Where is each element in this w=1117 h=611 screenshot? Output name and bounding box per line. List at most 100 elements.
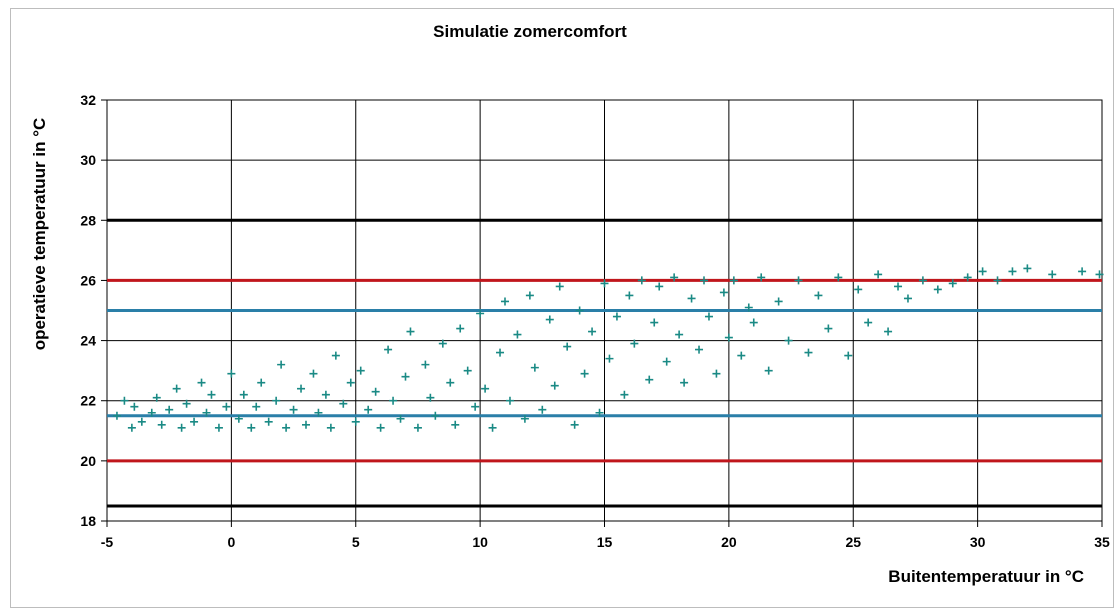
data-point xyxy=(120,396,129,405)
data-point xyxy=(247,423,256,432)
data-point xyxy=(874,270,883,279)
data-point xyxy=(570,420,579,429)
data-point xyxy=(172,384,181,393)
data-point xyxy=(190,417,199,426)
y-axis-ticks: 18 20 22 24 26 28 30 32 xyxy=(80,92,96,529)
y-tick-label: 18 xyxy=(80,513,96,529)
data-point xyxy=(496,348,505,357)
data-point xyxy=(177,423,186,432)
data-point xyxy=(605,354,614,363)
data-point xyxy=(724,333,733,342)
data-point xyxy=(456,324,465,333)
data-point xyxy=(346,378,355,387)
data-point xyxy=(555,282,564,291)
data-point xyxy=(289,405,298,414)
data-point xyxy=(488,423,497,432)
data-point xyxy=(774,297,783,306)
data-point xyxy=(197,378,206,387)
data-point xyxy=(112,411,121,420)
data-point xyxy=(978,267,987,276)
data-point xyxy=(680,378,689,387)
data-point xyxy=(948,279,957,288)
data-point xyxy=(1095,270,1104,279)
data-point xyxy=(165,405,174,414)
data-point xyxy=(431,411,440,420)
data-point xyxy=(630,339,639,348)
data-point xyxy=(239,390,248,399)
y-axis-label: operatieve temperatuur in °C xyxy=(30,118,49,351)
y-tick-label: 30 xyxy=(80,152,96,168)
y-tick-label: 26 xyxy=(80,272,96,288)
data-point xyxy=(824,324,833,333)
data-point xyxy=(257,378,266,387)
data-point xyxy=(737,351,746,360)
data-point xyxy=(884,327,893,336)
x-axis-ticks: -5 0 5 10 15 20 25 30 35 xyxy=(101,534,1110,550)
y-tick-label: 20 xyxy=(80,453,96,469)
data-point xyxy=(719,288,728,297)
data-point xyxy=(600,279,609,288)
data-point xyxy=(545,315,554,324)
data-point xyxy=(550,381,559,390)
data-point xyxy=(764,366,773,375)
data-point xyxy=(505,396,514,405)
data-point xyxy=(309,369,318,378)
data-points xyxy=(112,264,1104,432)
data-point xyxy=(695,345,704,354)
data-point xyxy=(137,417,146,426)
data-point xyxy=(222,402,231,411)
y-tick-label: 28 xyxy=(80,212,96,228)
x-tick-label: 25 xyxy=(845,534,861,550)
data-point xyxy=(729,276,738,285)
data-point xyxy=(297,384,306,393)
data-point xyxy=(933,285,942,294)
data-point xyxy=(757,273,766,282)
data-point xyxy=(227,369,236,378)
data-point xyxy=(844,351,853,360)
data-point xyxy=(302,420,310,429)
data-point xyxy=(655,282,664,291)
chart-title: Simulatie zomercomfort xyxy=(433,22,627,41)
data-point xyxy=(645,375,654,384)
data-point xyxy=(406,327,415,336)
data-point xyxy=(426,393,435,402)
data-point xyxy=(700,276,708,285)
data-point xyxy=(282,423,291,432)
data-point xyxy=(202,408,211,417)
data-point xyxy=(687,294,696,303)
data-point xyxy=(314,408,323,417)
data-point xyxy=(331,351,340,360)
x-tick-label: 35 xyxy=(1094,534,1110,550)
data-point xyxy=(538,405,547,414)
data-point xyxy=(214,423,223,432)
data-point xyxy=(339,399,348,408)
data-point xyxy=(389,396,398,405)
data-point xyxy=(326,423,335,432)
data-point xyxy=(413,423,422,432)
data-point xyxy=(625,291,634,300)
data-point xyxy=(481,384,490,393)
data-point xyxy=(814,291,823,300)
data-point xyxy=(595,408,604,417)
y-tick-label: 24 xyxy=(80,333,96,349)
data-point xyxy=(182,399,191,408)
grid xyxy=(101,99,1103,527)
data-point xyxy=(918,276,927,285)
data-point xyxy=(421,360,430,369)
data-point xyxy=(704,312,713,321)
y-tick-label: 32 xyxy=(80,92,96,108)
data-point xyxy=(234,414,243,423)
data-point xyxy=(463,366,472,375)
data-point xyxy=(894,282,903,291)
data-point xyxy=(864,318,873,327)
data-point xyxy=(252,402,261,411)
data-point xyxy=(588,327,597,336)
data-point xyxy=(804,348,813,357)
data-point xyxy=(351,417,360,426)
chart-frame xyxy=(10,8,1114,608)
data-point xyxy=(152,393,161,402)
data-point xyxy=(396,414,405,423)
data-point xyxy=(356,366,365,375)
data-point xyxy=(1048,270,1057,279)
